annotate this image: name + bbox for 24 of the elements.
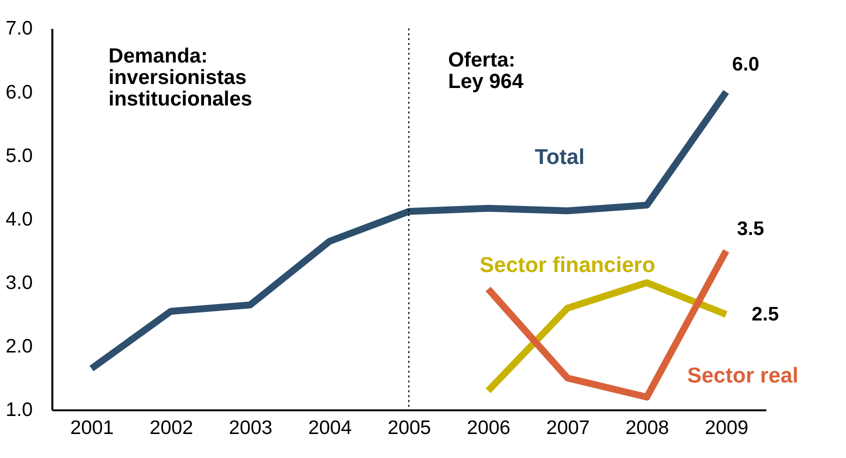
x-tick-label: 2006 [466, 416, 511, 439]
y-tick-label: 1.0 [6, 399, 33, 422]
data-label: 6.0 [732, 53, 760, 76]
series-label: Sector financiero [480, 252, 656, 277]
data-label: 3.5 [736, 218, 764, 240]
x-tick-label: 2009 [704, 416, 748, 439]
y-tick-label: 3.0 [6, 272, 33, 294]
x-tick-label: 2002 [150, 416, 194, 439]
x-tick-label: 2003 [228, 416, 273, 439]
y-tick-label: 5.0 [6, 144, 33, 167]
x-tick-label: 2007 [546, 416, 590, 439]
annotation: Oferta: Ley 964 [448, 48, 524, 94]
x-tick-label: 2001 [70, 416, 114, 439]
y-tick-label: 6.0 [6, 81, 33, 104]
data-label: 2.5 [752, 303, 779, 326]
y-tick-label: 7.0 [6, 18, 33, 40]
x-tick-label: 2004 [308, 416, 352, 439]
x-tick-label: 2005 [388, 416, 432, 439]
y-tick-label: 2.0 [6, 336, 33, 358]
x-tick-label: 2008 [626, 416, 670, 439]
series-label: Total [534, 144, 585, 169]
annotation: Demanda: inversionistas institucionales [108, 44, 252, 111]
y-tick-label: 4.0 [6, 208, 33, 230]
series-label: Sector real [687, 363, 798, 388]
